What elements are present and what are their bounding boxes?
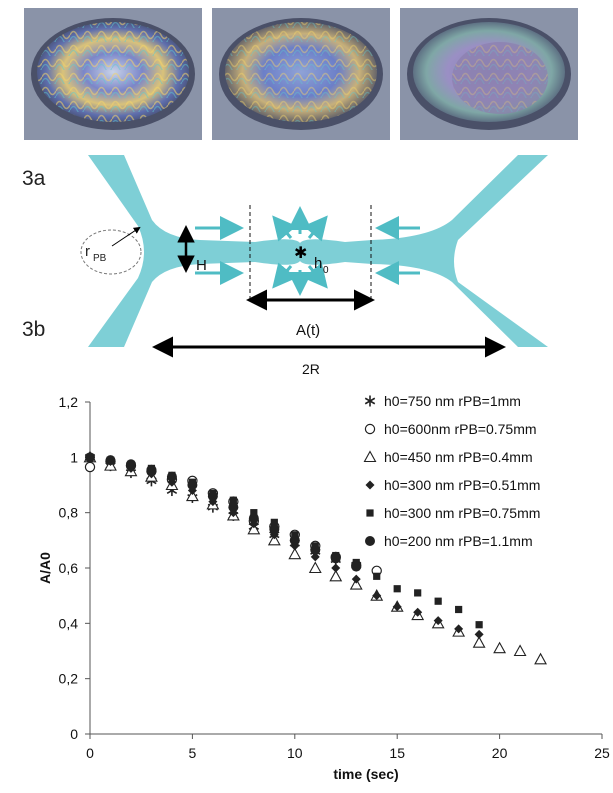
data-point: [185, 489, 199, 502]
legend-marker: [363, 450, 377, 463]
r-pb-label: r: [85, 243, 90, 260]
data-point: [207, 491, 218, 502]
data-point: [105, 455, 116, 466]
data-point: [84, 461, 96, 473]
x-tick-label: 5: [189, 745, 197, 761]
data-point: [85, 452, 95, 463]
data-point: [330, 553, 341, 564]
film-shape: [88, 155, 548, 347]
data-point: [248, 513, 259, 524]
data-point: [349, 577, 363, 590]
data-point: [310, 552, 320, 562]
h0-marker-icon: ✱: [294, 245, 307, 262]
data-point: [393, 585, 401, 593]
data-point: [373, 572, 381, 580]
y-tick-label: 0,8: [59, 505, 79, 521]
data-point: [413, 607, 423, 617]
data-point: [187, 480, 198, 490]
data-points: [83, 450, 547, 665]
film-photo-2: [212, 8, 390, 140]
x-tick-labels: 0 5 10 15 20 25: [86, 734, 610, 761]
y-axis-title: A/A0: [37, 552, 53, 584]
data-point: [250, 509, 258, 517]
y-tick-labels: 0 0,2 0,4 0,6 0,8 1 1,2: [59, 394, 90, 742]
span-label: 2R: [302, 361, 320, 377]
area-label: A(t): [296, 322, 320, 339]
h0-label: h: [314, 255, 322, 272]
data-point: [392, 602, 402, 612]
data-point: [534, 652, 547, 665]
film-photo-strip: [0, 0, 613, 150]
data-point: [351, 561, 362, 572]
data-point: [372, 591, 382, 601]
h0-subscript: 0: [323, 265, 329, 276]
y-tick-label: 0,6: [59, 560, 79, 576]
y-tick-label: 1: [70, 449, 78, 465]
data-point: [475, 621, 483, 629]
data-point: [474, 629, 484, 639]
data-point: [291, 531, 299, 539]
legend-entry: h0=450 nm rPB=0.4mm: [384, 449, 533, 465]
data-point: [331, 563, 341, 573]
data-point: [472, 636, 486, 648]
data-point: [146, 464, 157, 475]
data-point: [269, 524, 280, 535]
panel-label-3a: 3a: [22, 167, 46, 190]
legend-marker: [366, 509, 374, 517]
data-point: [455, 605, 463, 614]
y-tick-label: 0,4: [59, 615, 79, 631]
film-cross-section-diagram: r PB H ✱ h 0 A(t) 2R: [80, 155, 548, 377]
data-point: [329, 569, 343, 582]
x-axis-title: time (sec): [333, 766, 398, 782]
y-tick-label: 1,2: [59, 394, 79, 410]
flow-arrows: [195, 206, 420, 296]
h-label: H: [196, 257, 207, 274]
film-photo-1: [24, 8, 202, 140]
data-point: [229, 496, 237, 504]
data-point: [493, 641, 507, 654]
data-point: [310, 545, 321, 556]
y-tick-label: 0,2: [59, 671, 79, 687]
legend-marker: [365, 480, 375, 490]
x-tick-label: 15: [389, 745, 405, 761]
legend-entry: h0=750 nm rPB=1mm: [384, 393, 521, 409]
data-point: [308, 561, 322, 574]
x-tick-label: 10: [287, 745, 303, 761]
data-point: [433, 616, 443, 626]
series-6: [85, 452, 362, 572]
legend: h0=750 nm rPB=1mm h0=600nm rPB=0.75mm h0=4…: [363, 393, 540, 549]
data-point: [351, 574, 361, 584]
x-tick-label: 25: [594, 745, 610, 761]
legend-entry: h0=300 nm rPB=0.51mm: [384, 477, 540, 493]
area-decay-chart: 0 0,2 0,4 0,6 0,8 1 1,2 0 5 10 15 20 25 h0=750 nm r…: [37, 393, 610, 782]
series-1: [84, 451, 362, 571]
data-point: [434, 597, 442, 605]
data-point: [125, 459, 136, 470]
r-pb-subscript: PB: [93, 253, 107, 264]
data-point: [247, 522, 261, 535]
legend-entry: h0=200 nm rPB=1.1mm: [384, 533, 533, 549]
data-point: [228, 502, 239, 513]
data-point: [289, 535, 300, 546]
data-point: [166, 471, 177, 482]
panel-label-3b: 3b: [22, 318, 46, 341]
legend-entry: h0=300 nm rPB=0.75mm: [384, 505, 540, 521]
legend-marker: [364, 423, 376, 435]
x-tick-label: 20: [492, 745, 508, 761]
x-tick-label: 0: [86, 745, 94, 761]
legend-marker: [364, 395, 376, 407]
data-point: [454, 624, 464, 634]
data-point: [270, 518, 278, 526]
film-photos: [24, 8, 578, 140]
legend-marker: [365, 536, 375, 546]
y-tick-label: 0: [70, 726, 78, 742]
data-point: [187, 486, 197, 496]
data-point: [267, 533, 281, 546]
legend-entry: h0=600nm rPB=0.75mm: [384, 421, 537, 437]
film-photo-3: [400, 8, 578, 140]
data-point: [414, 589, 422, 597]
data-point: [269, 530, 279, 540]
data-point: [288, 547, 302, 560]
data-point: [513, 644, 527, 657]
